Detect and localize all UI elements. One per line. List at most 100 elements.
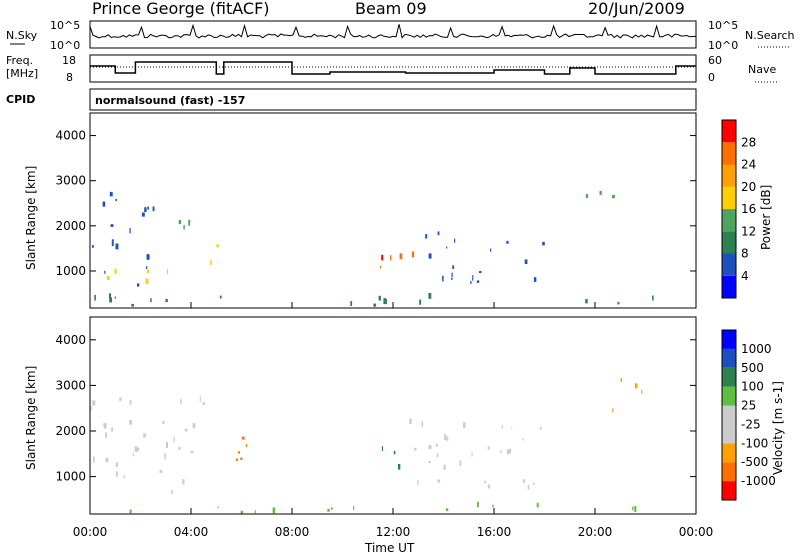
- range-cell: [115, 198, 117, 202]
- colorbar-tick-label: 24: [741, 158, 756, 172]
- range-cell: [162, 421, 165, 424]
- colorbar-segment: [722, 231, 736, 254]
- range-cell: [183, 224, 185, 230]
- range-cell: [202, 402, 206, 405]
- nsky-tick-top: 10^5: [50, 19, 80, 32]
- x-tick-label: 00:00: [679, 525, 714, 539]
- range-cell: [470, 281, 472, 284]
- range-cell: [436, 453, 439, 458]
- range-cell: [539, 426, 542, 430]
- x-tick-label: 16:00: [477, 525, 512, 539]
- range-cell: [585, 299, 588, 304]
- velocity-colorbar-tick-label: -25: [741, 417, 761, 431]
- range-cell: [479, 271, 482, 274]
- range-cell: [393, 450, 396, 455]
- range-cell: [178, 220, 182, 225]
- range-cell: [533, 277, 537, 282]
- range-cell: [129, 420, 133, 425]
- range-cell: [164, 453, 166, 460]
- freq-trace: [90, 61, 696, 75]
- range-cell: [417, 479, 419, 485]
- range-cell: [104, 270, 106, 274]
- range-cell: [527, 484, 530, 490]
- colorbar-tick-label: 16: [741, 202, 756, 216]
- power-ylabel: Slant Range [km]: [24, 166, 38, 270]
- range-cell: [129, 509, 132, 514]
- range-cell: [617, 301, 620, 305]
- range-cell: [390, 255, 392, 261]
- range-cell: [490, 248, 492, 252]
- freq-unit-label: [MHz]: [6, 67, 38, 80]
- y-tick-label: 4000: [55, 333, 86, 347]
- colorbar-segment: [722, 348, 736, 368]
- range-cell: [90, 406, 92, 411]
- range-cell: [134, 446, 138, 452]
- range-cell: [425, 234, 428, 239]
- range-cell: [210, 259, 212, 266]
- velocity-colorbar-tick-label: -100: [741, 436, 768, 450]
- range-cell: [331, 507, 333, 510]
- range-cell: [463, 422, 466, 428]
- velocity-colorbar: 1000 500 100 25 -25 -100 -500 -1000: [721, 329, 776, 501]
- y-tick-label: 4000: [55, 129, 86, 143]
- range-cell: [446, 436, 449, 441]
- range-cell: [272, 507, 276, 514]
- colorbar-tick-label: 8: [741, 247, 749, 261]
- range-cell: [94, 294, 96, 301]
- range-cell: [254, 510, 256, 514]
- range-cell: [102, 201, 106, 207]
- nave-tick-bottom: 0: [708, 71, 715, 84]
- nsearch-tick-bottom: 10^0: [708, 39, 738, 52]
- range-cell: [459, 460, 462, 466]
- range-cell: [171, 489, 173, 494]
- nsearch-tick-top: 10^5: [708, 19, 738, 32]
- range-cell: [241, 436, 245, 440]
- range-cell: [110, 224, 114, 227]
- range-cell: [119, 397, 122, 401]
- y-tick-label: 2000: [55, 219, 86, 233]
- range-cell: [150, 298, 152, 303]
- colorbar-segment: [722, 462, 736, 482]
- velocity-ylabel: Slant Range [km]: [24, 366, 38, 470]
- range-cell: [131, 303, 134, 307]
- range-cell: [240, 510, 244, 514]
- range-cell: [411, 251, 415, 258]
- range-cell: [129, 400, 132, 405]
- range-cell: [115, 243, 119, 250]
- range-cell: [452, 265, 455, 269]
- range-cell: [240, 457, 243, 460]
- range-cell: [199, 396, 201, 402]
- cpid-program: normalsound (fast) -157: [95, 94, 245, 107]
- range-cell: [109, 191, 113, 197]
- nsky-panel: [89, 20, 697, 49]
- range-cell: [115, 462, 118, 467]
- range-cell: [236, 458, 238, 462]
- range-cell: [501, 425, 503, 429]
- range-cell: [109, 293, 111, 299]
- range-cell: [435, 443, 438, 447]
- range-cell: [373, 303, 377, 307]
- beam-title: Beam 09: [355, 0, 427, 18]
- nsky-label: N.Sky: [6, 29, 38, 42]
- range-cell: [114, 296, 116, 299]
- velocity-colorbar-tick-label: -1000: [741, 474, 776, 488]
- x-tick-label: 08:00: [275, 525, 310, 539]
- nave-label: Nave: [748, 63, 776, 76]
- range-cell: [536, 502, 539, 508]
- range-cell: [446, 246, 448, 249]
- range-cell: [599, 190, 602, 195]
- range-cell: [414, 447, 417, 451]
- range-cell: [506, 240, 509, 244]
- cpid-panel: [89, 88, 697, 111]
- range-cell: [180, 399, 182, 404]
- range-cell: [111, 241, 114, 246]
- range-cell: [634, 506, 637, 512]
- freq-panel: [89, 54, 697, 83]
- range-cell: [111, 427, 114, 432]
- x-tick-label: 20:00: [578, 525, 613, 539]
- range-cell: [190, 450, 194, 453]
- range-cell: [92, 400, 96, 406]
- range-cell: [192, 423, 196, 429]
- colorbar-tick-label: 20: [741, 180, 756, 194]
